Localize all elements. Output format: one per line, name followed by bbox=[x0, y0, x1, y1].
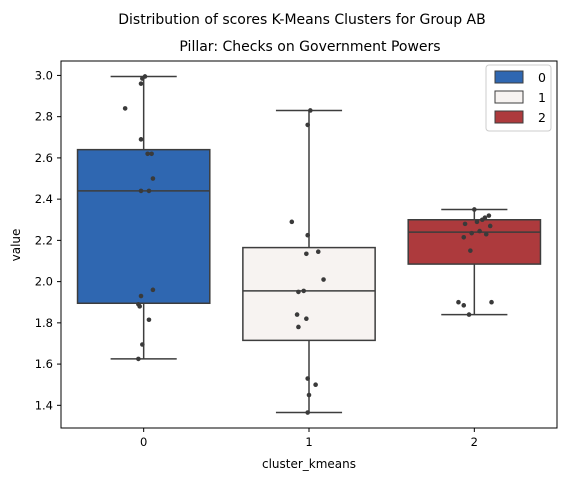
box-0 bbox=[76, 148, 211, 305]
data-point-2-7 bbox=[477, 228, 482, 234]
data-point-1-15 bbox=[305, 410, 310, 415]
x-axis-label: cluster_kmeans bbox=[262, 457, 356, 471]
data-point-2-5 bbox=[462, 221, 468, 227]
chart-subtitle: Pillar: Checks on Government Powers bbox=[179, 39, 440, 55]
y-tick-label-2.0: 2.0 bbox=[35, 275, 53, 289]
x-tick-label-1: 1 bbox=[305, 435, 312, 449]
data-point-0-16 bbox=[136, 356, 141, 362]
legend-label-1: 1 bbox=[538, 90, 546, 105]
box-group-0 bbox=[76, 75, 211, 360]
data-point-1-13 bbox=[313, 382, 318, 388]
data-point-1-8 bbox=[296, 289, 301, 295]
data-point-0-15 bbox=[140, 342, 145, 347]
data-point-1-7 bbox=[301, 288, 307, 294]
y-tick-label-2.6: 2.6 bbox=[35, 151, 53, 165]
data-point-0-4 bbox=[138, 137, 144, 142]
y-tick-label-2.2: 2.2 bbox=[35, 233, 53, 247]
data-point-2-3 bbox=[479, 217, 485, 223]
data-point-1-9 bbox=[294, 312, 300, 317]
data-point-1-4 bbox=[315, 249, 321, 255]
x-tick-label-0: 0 bbox=[140, 435, 147, 449]
data-point-1-12 bbox=[305, 376, 310, 381]
data-point-0-11 bbox=[138, 293, 144, 299]
data-point-1-6 bbox=[321, 277, 326, 282]
data-point-2-12 bbox=[456, 299, 461, 305]
legend-label-0: 0 bbox=[538, 70, 546, 85]
box-group-1 bbox=[242, 109, 376, 414]
data-point-0-3 bbox=[122, 106, 128, 111]
data-point-1-5 bbox=[304, 251, 309, 257]
y-axis-label: value bbox=[9, 229, 23, 262]
x-tick-label-2: 2 bbox=[471, 435, 478, 449]
data-point-1-11 bbox=[296, 324, 301, 330]
data-point-2-15 bbox=[466, 312, 472, 317]
y-tick-label-2.8: 2.8 bbox=[35, 110, 53, 124]
data-point-0-1 bbox=[140, 76, 145, 81]
data-point-0-10 bbox=[150, 287, 156, 293]
data-point-1-3 bbox=[305, 232, 310, 238]
data-point-1-14 bbox=[306, 392, 312, 398]
legend: 0 1 2 bbox=[485, 64, 552, 132]
legend-swatch-2 bbox=[494, 110, 524, 124]
box-1 bbox=[242, 246, 376, 342]
y-tick-label-1.4: 1.4 bbox=[35, 398, 53, 412]
data-point-1-0 bbox=[308, 108, 313, 113]
box-group-2 bbox=[407, 208, 542, 316]
plot-area: 1.4 1.6 1.8 2.0 2.2 2.4 2.6 2.8 3.0 0 1 2 0 1 2 bbox=[35, 60, 558, 449]
data-point-2-1 bbox=[486, 213, 492, 218]
data-point-0-14 bbox=[146, 317, 152, 323]
data-point-2-14 bbox=[489, 299, 494, 305]
y-tick-label-2.4: 2.4 bbox=[35, 192, 53, 206]
data-point-0-7 bbox=[150, 176, 156, 181]
data-point-0-6 bbox=[149, 151, 154, 157]
y-tick-label-1.8: 1.8 bbox=[35, 316, 53, 330]
data-point-2-9 bbox=[483, 231, 489, 237]
box-2 bbox=[407, 219, 542, 265]
legend-swatch-1 bbox=[494, 90, 524, 104]
data-point-1-1 bbox=[305, 122, 310, 128]
data-point-2-13 bbox=[461, 303, 467, 308]
data-point-1-10 bbox=[304, 316, 309, 322]
data-point-2-10 bbox=[468, 248, 473, 253]
data-point-0-13 bbox=[137, 304, 142, 309]
data-point-2-11 bbox=[461, 234, 467, 240]
chart-title: Distribution of scores K-Means Clusters … bbox=[118, 12, 485, 28]
legend-label-2: 2 bbox=[538, 110, 546, 125]
data-point-0-8 bbox=[138, 188, 144, 194]
data-point-1-2 bbox=[289, 219, 295, 225]
data-point-2-8 bbox=[469, 230, 474, 236]
data-point-2-6 bbox=[487, 223, 493, 229]
data-point-0-9 bbox=[146, 188, 152, 194]
y-tick-label-3.0: 3.0 bbox=[35, 68, 53, 82]
data-point-2-0 bbox=[472, 207, 477, 212]
y-tick-label-1.6: 1.6 bbox=[35, 357, 53, 371]
data-point-0-2 bbox=[138, 81, 144, 86]
data-point-0-5 bbox=[145, 151, 150, 157]
legend-swatch-0 bbox=[494, 70, 524, 84]
data-point-2-4 bbox=[474, 219, 480, 225]
